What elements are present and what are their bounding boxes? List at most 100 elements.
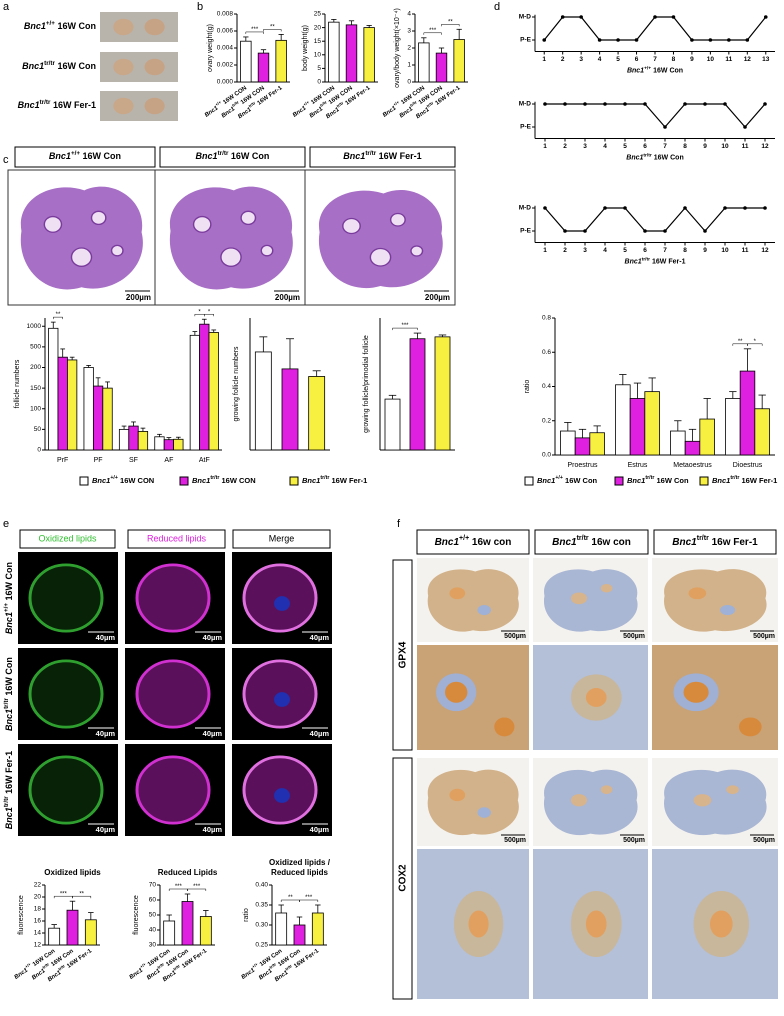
x-tick-label: 6 xyxy=(643,143,647,150)
y-tick-label: 40 xyxy=(149,927,157,934)
data-point xyxy=(603,102,607,106)
row-label: Bnc1tr/tr 16W Fer-1 xyxy=(3,751,14,829)
panel-letter: d xyxy=(494,1,500,13)
chart-title: Reduced Lipids xyxy=(158,868,218,877)
x-tick-label: 10 xyxy=(721,247,729,254)
scale-label: 200µm xyxy=(425,293,450,302)
x-tick-label: 9 xyxy=(690,56,694,63)
legend-label: Bnc1+/+ 16W CON xyxy=(92,475,154,485)
data-point xyxy=(543,206,547,210)
header-box xyxy=(159,146,306,168)
bar xyxy=(163,439,175,451)
bar xyxy=(208,332,219,451)
bar xyxy=(199,916,212,946)
data-point xyxy=(543,102,547,106)
scale-label: 500µm xyxy=(623,837,645,844)
column-header: Reduced lipids xyxy=(147,533,207,543)
x-tick-label: 12 xyxy=(761,143,769,150)
data-point xyxy=(563,229,567,233)
significance-bracket xyxy=(441,24,460,27)
y-axis-label: ratio xyxy=(524,380,531,394)
images xyxy=(7,12,778,1000)
x-axis-label: Bnc1+/+ 16W Con xyxy=(627,65,683,74)
photo-label: Bnc1+/+ 16W Con xyxy=(24,20,96,31)
data-point xyxy=(703,102,707,106)
y-tick-label: 0.000 xyxy=(217,79,234,86)
y-tick-label: 0 xyxy=(407,79,411,86)
x-tick-label: Proestrus xyxy=(568,462,598,469)
bar xyxy=(102,387,113,451)
x-tick-label: Estrus xyxy=(628,462,648,469)
x-tick-label: 3 xyxy=(583,143,587,150)
y-tick-label: 1000 xyxy=(27,323,42,330)
y-axis-label: fluorescence xyxy=(133,895,140,935)
x-tick-label: 1 xyxy=(543,247,547,254)
row-label: GPX4 xyxy=(398,641,409,668)
significance-label: * xyxy=(754,339,757,345)
y-tick-label: 0.8 xyxy=(542,315,551,322)
row-label: COX2 xyxy=(398,864,409,892)
ihc-image xyxy=(533,758,648,846)
significance-label: ** xyxy=(56,312,61,318)
data-point xyxy=(643,102,647,106)
x-tick-label: 9 xyxy=(703,143,707,150)
chart-title: Oxidized lipids xyxy=(44,868,101,877)
y-tick-label: 1 xyxy=(407,62,411,69)
photo xyxy=(100,52,178,82)
scale-label: 200µm xyxy=(126,293,151,302)
bar xyxy=(48,927,61,946)
panel-letter: e xyxy=(3,518,9,530)
header-box xyxy=(232,529,331,549)
header-box xyxy=(14,146,156,168)
data-point xyxy=(743,125,747,129)
data-point xyxy=(623,206,627,210)
x-axis-label: Bnc1tr/tr 16W Fer-1 xyxy=(625,256,686,265)
data-point xyxy=(683,102,687,106)
bar xyxy=(574,437,591,456)
row-label: Bnc1tr/tr 16W Con xyxy=(3,657,14,731)
significance-label: *** xyxy=(175,884,183,890)
x-tick-label: 5 xyxy=(616,56,620,63)
y-tick-label: 20 xyxy=(34,894,42,901)
legend-swatch xyxy=(289,476,299,486)
bar xyxy=(199,323,210,451)
data-point xyxy=(723,102,727,106)
x-tick-label: 13 xyxy=(762,56,770,63)
y-tick-label: 15 xyxy=(314,38,322,45)
header-box xyxy=(309,146,456,168)
bar xyxy=(275,39,287,83)
bar xyxy=(644,391,660,456)
bar xyxy=(418,42,430,83)
significance-label: *** xyxy=(401,323,409,329)
y-tick-label: 0.0 xyxy=(542,452,551,459)
bar xyxy=(739,370,756,456)
bar xyxy=(725,398,741,456)
bar xyxy=(328,21,340,83)
x-tick-label: AtF xyxy=(199,457,210,464)
x-tick-label: 4 xyxy=(603,247,607,254)
y-tick-label: 5 xyxy=(317,65,321,72)
ihc-image xyxy=(533,558,648,642)
y-tick-label: M-D xyxy=(519,101,532,108)
significance-label: * xyxy=(208,309,211,315)
ihc-image xyxy=(417,758,529,846)
scale-label: 40µm xyxy=(96,825,116,834)
bar xyxy=(589,432,605,456)
bar xyxy=(257,52,270,83)
y-tick-label: M-D xyxy=(519,14,532,21)
y-tick-label: P-E xyxy=(520,37,532,44)
fluor-image xyxy=(125,648,225,740)
y-tick-label: 2 xyxy=(407,45,411,52)
column-header: Bnc1tr/tr 16w Fer-1 xyxy=(672,535,758,547)
y-tick-label: 50 xyxy=(34,426,42,433)
x-tick-label: 10 xyxy=(707,56,715,63)
significance-bracket xyxy=(747,343,763,346)
legend-swatch xyxy=(614,476,624,486)
photo-label: Bnc1tr/tr 16W Fer-1 xyxy=(18,99,96,110)
data-point xyxy=(653,15,657,19)
x-tick-label: 5 xyxy=(623,247,627,254)
ihc-image xyxy=(533,849,648,999)
fluor-image xyxy=(232,648,332,740)
scale-label: 500µm xyxy=(753,837,775,844)
scale-label: 40µm xyxy=(310,825,330,834)
